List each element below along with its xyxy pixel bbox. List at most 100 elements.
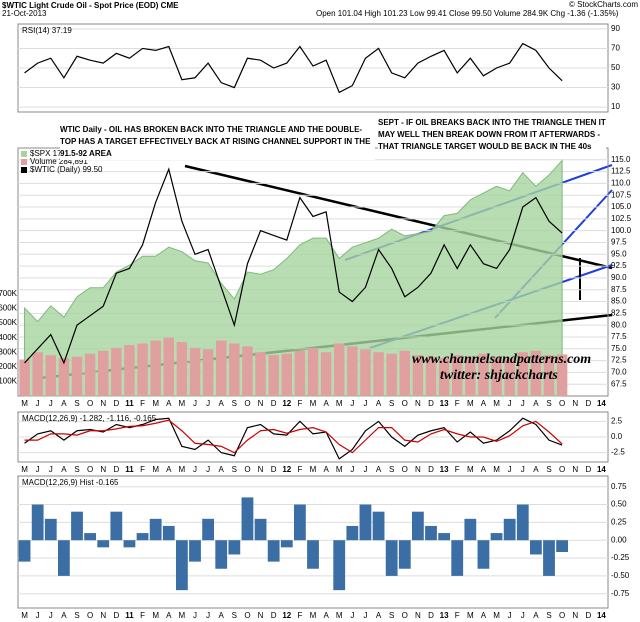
y-tick-label: 200K [0,362,18,371]
y-tick-label: 87.5 [611,285,627,294]
volume-bar [176,342,188,396]
x-tick-label: J [36,465,40,474]
bar [189,540,201,562]
bar [215,540,228,569]
x-tick-label: M [152,399,159,408]
y-tick-label: -0.25 [611,553,630,562]
x-tick-label: M [21,399,28,408]
x-tick-label: O [244,465,250,474]
panel-title: RSI(14) 37.19 [22,26,72,35]
x-tick-label: A [376,399,382,408]
bar [162,525,175,541]
x-tick-label: J [363,465,367,474]
bar [451,540,464,576]
x-tick-label: D [428,465,434,474]
x-tick-label: 14 [597,399,606,408]
x-tick-label: A [61,399,67,408]
x-tick-label: M [467,399,474,408]
volume-bar [84,353,96,396]
x-tick-label: 13 [440,465,449,474]
y-tick-label: 115.0 [611,155,631,164]
volume-bar [373,352,384,396]
x-tick-label: J [193,399,197,408]
y-tick-label: 400K [0,333,18,342]
bar [254,518,267,541]
x-tick-label: F [140,399,145,408]
bar [543,540,555,576]
y-tick-label: 0.00 [611,535,627,544]
line [24,42,563,94]
x-tick-label: J [508,611,512,620]
x-tick-label: A [533,611,539,620]
x-tick-label: A [219,399,225,408]
x-tick-label: D [271,611,277,620]
y-tick-label: 97.5 [611,238,627,247]
bar [71,511,83,541]
x-tick-label: S [389,465,394,474]
volume-bar [347,346,358,396]
x-tick-label: 13 [440,611,449,620]
y-tick-label: 100.0 [611,226,632,235]
x-tick-label: N [100,611,106,620]
x-tick-label: M [310,465,317,474]
x-tick-label: A [481,465,487,474]
volume-bar [438,358,450,396]
x-tick-label: M [336,465,343,474]
x-tick-label: O [559,465,565,474]
y-tick-label: 10 [611,102,620,111]
x-tick-label: F [455,399,460,408]
volume-bar [255,352,266,396]
x-tick-label: J [206,465,210,474]
x-tick-label: N [415,399,421,408]
x-tick-label: S [232,465,237,474]
y-tick-label: 67.5 [611,379,627,388]
y-tick-label: 92.5 [611,261,627,270]
panel: 10 30 50 70 90 RSI(14) 37.19 [17,23,620,113]
x-tick-label: M [21,465,28,474]
x-tick-label: 11 [125,611,134,620]
line [24,167,563,365]
x-tick-label: 12 [282,611,291,620]
x-tick-label: S [389,611,394,620]
note: WTIC Daily - OIL HAS BROKEN BACK INTO TH… [60,124,375,160]
bar [175,540,188,591]
source: © StockCharts.com [569,0,638,9]
y-tick-label: 600K [0,304,18,313]
x-tick-label: N [572,399,578,408]
volume-bar [45,355,57,396]
volume-bar [399,350,411,396]
y-tick-label: -0.75 [611,589,630,598]
volume-bar [32,352,43,396]
x-tick-label: J [193,611,197,620]
volume-bar [556,354,568,396]
x-tick-label: A [61,465,67,474]
x-tick-label: D [271,399,277,408]
x-tick-label: D [585,611,591,620]
x-tick-label: 12 [282,399,291,408]
x-tick-label: A [61,611,67,620]
x-tick-label: M [493,399,500,408]
x-tick-label: O [402,465,408,474]
x-tick-label: S [232,611,237,620]
bar [57,540,70,576]
y-tick-label: -0.50 [611,571,630,580]
x-tick-label: N [572,611,578,620]
volume-bar [517,352,529,396]
volume-bar [268,355,279,396]
volume-bar [320,352,332,396]
y-tick-label: 0.0 [611,432,623,441]
bar [398,540,411,569]
volume-bar [425,356,437,396]
line [24,419,563,454]
volume-bar [412,355,424,396]
x-tick-label: O [244,611,250,620]
bar [359,504,372,541]
y-tick-label: 30 [611,83,620,92]
x-tick-label: J [350,611,354,620]
bar [372,511,385,541]
x-tick-label: D [113,399,119,408]
volume-bar [150,340,161,396]
x-tick-label: N [258,611,264,620]
x-tick-label: J [350,465,354,474]
